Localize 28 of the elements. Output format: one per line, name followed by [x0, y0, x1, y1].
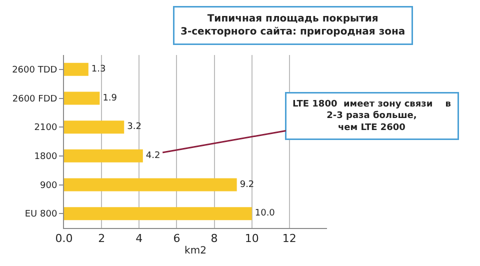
data-label: 10.0 [254, 208, 276, 219]
data-label: 1.9 [102, 93, 118, 104]
data-label: 9.2 [240, 180, 254, 190]
x-tick-label: 0.0 [55, 232, 73, 246]
chart-title: Типичная площадь покрытия 3-секторного сайта: пригородная зона [180, 14, 406, 38]
y-tick-label: 2100 [34, 123, 58, 134]
data-label: 1.3 [91, 64, 106, 74]
data-label: 3.2 [127, 122, 142, 132]
y-tick-label: 2600 FDD [12, 94, 58, 104]
x-tick-label: 4 [136, 232, 143, 246]
bar [64, 207, 252, 220]
bar [64, 92, 100, 105]
x-axis-title: km2 [184, 246, 206, 257]
x-tick-label: 2 [98, 232, 106, 246]
x-tick-label: 10 [244, 232, 259, 246]
bar [64, 178, 237, 192]
data-label: 4.2 [146, 150, 160, 161]
annotation: LTE 1800 имеет зону связи в 2-3 раза больше, чем LTE 2600 [292, 100, 452, 133]
x-tick-label: 12 [282, 232, 296, 246]
x-tick-label: 8 [210, 232, 218, 246]
bar [64, 62, 88, 76]
x-tick-label: 6 [173, 232, 180, 246]
y-tick-label: 900 [40, 180, 58, 191]
y-tick-label: 1800 [34, 152, 58, 162]
bar [64, 149, 143, 162]
bar [64, 120, 124, 134]
y-tick-label: EU 800 [24, 210, 58, 220]
y-tick-label: 2600 TDD [12, 66, 58, 76]
